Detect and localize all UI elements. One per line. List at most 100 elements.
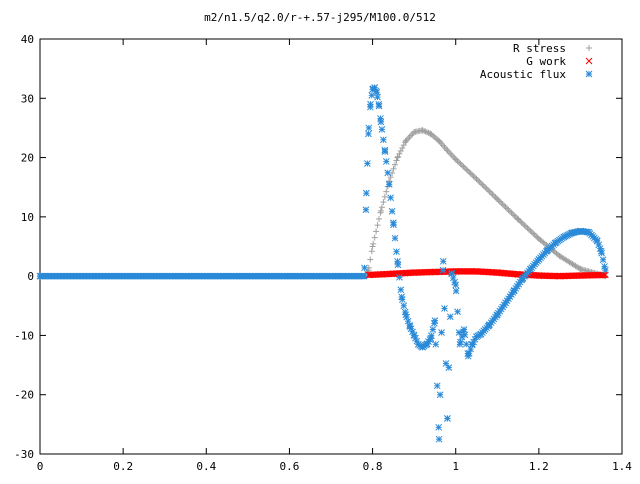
data-point (424, 129, 431, 136)
data-point (535, 256, 543, 263)
data-point (383, 188, 390, 195)
data-point (452, 287, 460, 295)
data-point (504, 205, 511, 212)
data-point (524, 225, 531, 232)
data-point (494, 196, 501, 203)
data-point (448, 152, 455, 159)
data-point (515, 216, 522, 223)
plot-area-border (39, 38, 623, 455)
data-point (599, 271, 607, 279)
data-point (361, 264, 368, 272)
data-point (391, 234, 399, 242)
y-tick-label: -30 (14, 448, 34, 461)
data-point (399, 145, 406, 152)
data-point (585, 228, 593, 236)
data-point (392, 161, 399, 168)
data-point (485, 187, 492, 194)
data-point (505, 206, 512, 213)
data-point (394, 257, 401, 265)
data-point (394, 154, 401, 161)
data-point (543, 247, 551, 255)
data-point (410, 332, 418, 339)
data-point (402, 137, 409, 144)
legend-label: Acoustic flux (480, 68, 566, 81)
data-point (556, 272, 563, 280)
x-tick-label: 0.4 (196, 460, 216, 473)
data-point (467, 170, 474, 177)
data-point (525, 226, 532, 233)
data-point (456, 159, 463, 166)
data-point (441, 305, 448, 312)
data-point (460, 163, 467, 170)
data-point (499, 201, 506, 208)
data-point (533, 233, 540, 240)
data-point (602, 271, 609, 279)
data-point (486, 188, 493, 195)
data-point (511, 212, 518, 219)
series-layer (36, 84, 609, 443)
data-point (439, 257, 447, 265)
data-point (473, 268, 480, 275)
data-point (518, 219, 525, 226)
data-point (480, 182, 487, 189)
data-point (381, 193, 388, 200)
data-point (427, 335, 435, 342)
data-point (375, 100, 383, 108)
data-point (360, 272, 368, 280)
data-point (365, 130, 372, 138)
x-tick-label: 0 (37, 460, 44, 473)
data-point (387, 194, 395, 202)
data-point (456, 340, 464, 348)
data-point (454, 308, 461, 316)
data-point (458, 162, 465, 169)
data-point (488, 190, 495, 197)
x-tick-label: 1.4 (612, 460, 632, 473)
data-point (502, 204, 509, 211)
data-point (577, 227, 584, 235)
data-point (509, 211, 516, 218)
data-point (479, 181, 486, 188)
data-point (600, 271, 608, 279)
data-point (534, 234, 541, 241)
x-tick-label: 1.2 (529, 460, 549, 473)
data-point (368, 248, 375, 255)
data-point (477, 180, 484, 187)
data-point (373, 89, 381, 96)
data-point (367, 256, 374, 263)
series-2 (36, 84, 609, 443)
data-point (535, 272, 543, 279)
data-point (419, 127, 426, 134)
data-point (439, 266, 447, 274)
data-point (530, 230, 537, 237)
y-tick-label: -10 (14, 329, 34, 342)
data-point (498, 199, 505, 206)
data-point (528, 229, 535, 236)
data-point (398, 293, 406, 301)
data-point (444, 147, 451, 154)
data-point (514, 215, 521, 222)
data-point (501, 202, 508, 209)
data-point (376, 215, 383, 222)
data-point (369, 243, 376, 250)
data-point (577, 272, 584, 279)
data-point (461, 331, 469, 339)
data-point (370, 240, 377, 247)
data-point (474, 177, 481, 184)
data-point (460, 326, 468, 333)
data-point (365, 271, 372, 279)
data-point (408, 132, 415, 139)
data-point (436, 137, 443, 144)
data-point (442, 360, 450, 367)
data-point (461, 164, 468, 171)
data-point (364, 160, 371, 167)
data-point (400, 142, 407, 149)
data-point (390, 270, 397, 278)
data-point (520, 220, 527, 227)
data-point (464, 167, 471, 174)
data-point (36, 272, 44, 280)
legend-marker (586, 45, 592, 51)
y-tick-label: -20 (14, 389, 34, 402)
data-point (435, 423, 443, 431)
